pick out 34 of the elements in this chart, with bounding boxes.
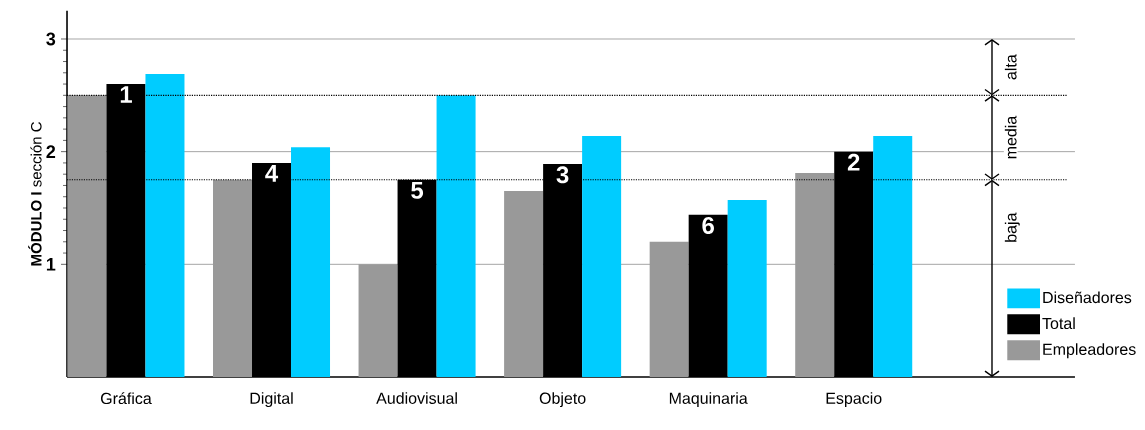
x-tick-label: Digital (250, 392, 293, 408)
bar (504, 191, 544, 377)
annotation: 1 (120, 86, 132, 103)
legend-label: Total (1042, 317, 1075, 330)
y-tick-label: 2 (46, 145, 56, 158)
bar (436, 95, 476, 377)
x-tick-label: Maquinaria (669, 392, 748, 408)
bar (873, 135, 913, 377)
y-tick-label: 1 (46, 258, 56, 271)
bar (213, 179, 253, 377)
y-tick-label: 3 (46, 32, 56, 46)
text: alta (1004, 54, 1017, 80)
annotation: 6 (702, 216, 714, 234)
bar (291, 147, 331, 377)
bar (145, 73, 185, 377)
annotation: 4 (265, 165, 279, 182)
x-tick-label: Objeto (539, 392, 586, 408)
bar (358, 264, 398, 377)
y-axis-title: MÓDULO I sección C (28, 122, 42, 266)
bar (727, 200, 767, 377)
bar (649, 241, 689, 377)
legend-label: Empleadores (1043, 343, 1136, 359)
x-tick-label: Gráfica (100, 392, 152, 405)
text: media (1004, 115, 1017, 159)
legend-label: Diseñadores (1043, 291, 1132, 304)
bar (582, 135, 622, 377)
x-tick-label: Audiovisual (376, 392, 457, 404)
text: baja (1004, 212, 1020, 242)
annotation: 5 (411, 182, 424, 199)
annotation: 3 (556, 166, 569, 184)
annotation: 2 (847, 153, 860, 171)
bar (795, 173, 835, 377)
bar (67, 95, 107, 377)
x-tick-label: Espacio (826, 392, 882, 408)
